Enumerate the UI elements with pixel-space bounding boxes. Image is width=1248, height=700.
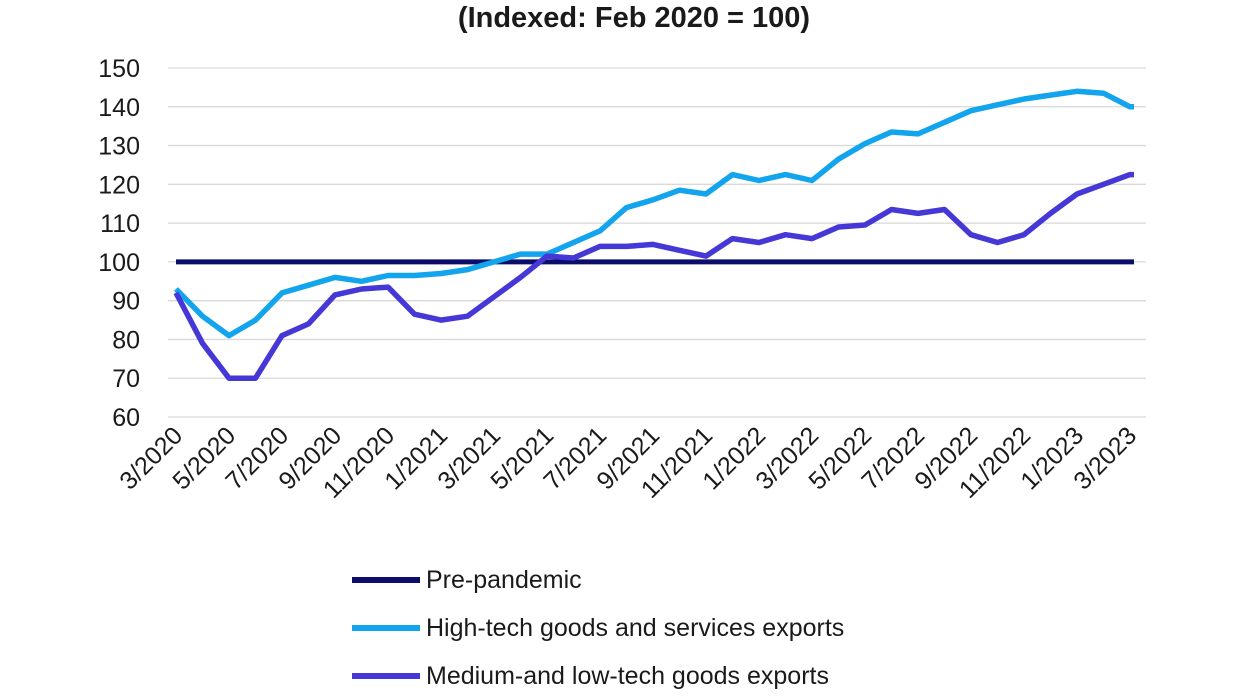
- series-line-high-tech-goods-and-services-exports: [174, 88, 1134, 339]
- y-tick-label-70: 70: [112, 365, 140, 393]
- y-tick-label-90: 90: [112, 288, 140, 316]
- y-tick-label-110: 110: [100, 210, 140, 238]
- legend: Pre-pandemic High-tech goods and service…: [352, 556, 844, 700]
- legend-label-pre-pandemic: Pre-pandemic: [426, 565, 582, 594]
- chart-title: (Indexed: Feb 2020 = 100): [457, 2, 811, 34]
- y-tick-label-140: 140: [98, 94, 140, 122]
- legend-swatch-high-tech: [352, 625, 420, 631]
- y-tick-label-100: 100: [98, 249, 140, 277]
- y-tick-label-60: 60: [112, 404, 140, 432]
- y-tick-label-150: 150: [98, 55, 140, 83]
- y-axis: 60 70 80 90 100 110 120 130 140 150: [98, 55, 140, 432]
- legend-label-high-tech: High-tech goods and services exports: [426, 613, 845, 642]
- series-line-medium-and-low-tech-goods-exports: [173, 171, 1134, 381]
- y-tick-label-130: 130: [98, 133, 140, 161]
- legend-item-pre-pandemic: Pre-pandemic: [352, 556, 844, 604]
- y-tick-label-80: 80: [112, 326, 140, 354]
- legend-label-medium-low-tech: Medium-and low-tech goods exports: [426, 661, 829, 690]
- legend-item-high-tech: High-tech goods and services exports: [352, 604, 844, 652]
- series-lines: [173, 88, 1134, 381]
- y-tick-label-120: 120: [98, 171, 140, 199]
- gridlines: [168, 67, 1146, 418]
- x-axis: 3/20205/20207/20209/202011/20201/20213/2…: [114, 421, 1142, 503]
- legend-item-medium-low-tech: Medium-and low-tech goods exports: [352, 652, 844, 700]
- legend-swatch-medium-low-tech: [352, 673, 420, 679]
- legend-swatch-pre-pandemic: [352, 577, 420, 583]
